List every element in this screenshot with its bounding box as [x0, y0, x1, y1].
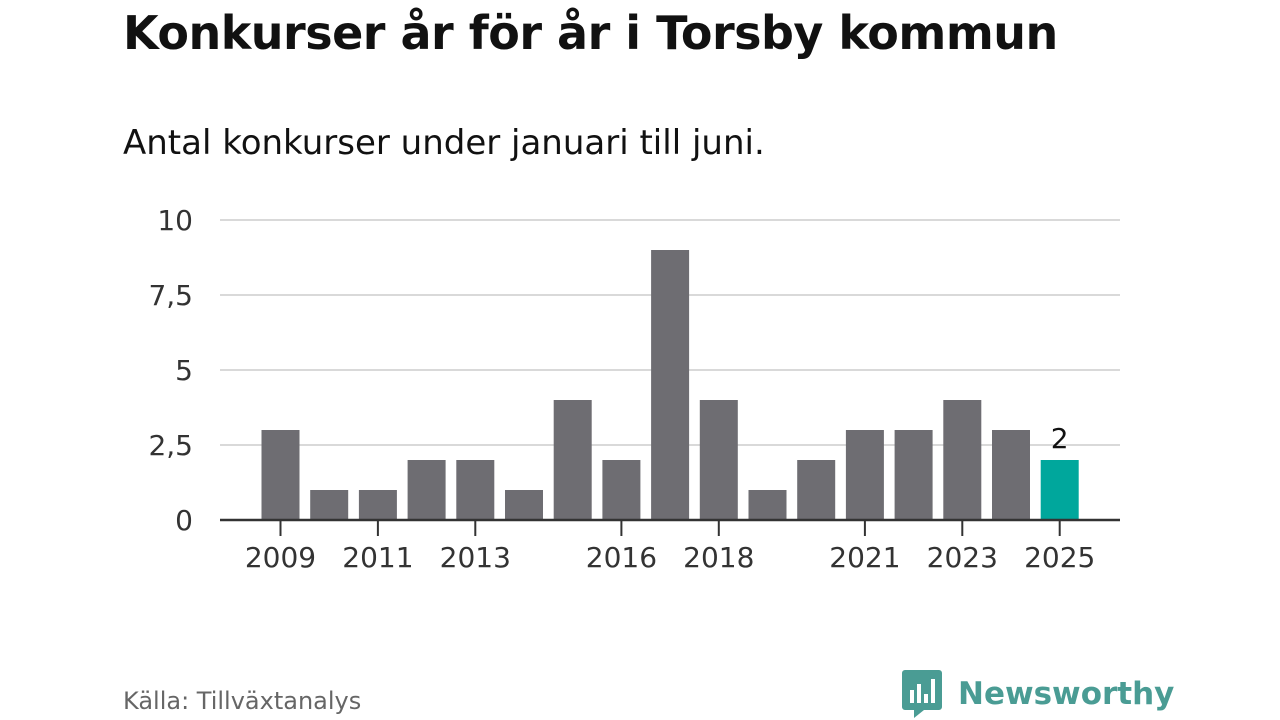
- bar-2019: [748, 490, 787, 520]
- bar-2024: [992, 430, 1030, 520]
- source-note: Källa: Tillväxtanalys: [123, 687, 362, 715]
- x-tick-label: 2023: [927, 541, 998, 574]
- bar-2020: [797, 460, 836, 520]
- bar-2010: [310, 490, 349, 520]
- x-tick-label: 2016: [586, 541, 657, 574]
- bar-2018: [699, 400, 738, 520]
- y-tick-label: 10: [157, 204, 193, 237]
- y-tick-label: 7,5: [148, 279, 193, 312]
- y-tick-label: 5: [175, 354, 193, 387]
- bar-2021: [845, 430, 884, 520]
- chart-title: Konkurser år för år i Torsby kommun: [123, 6, 1058, 60]
- bar-2009: [261, 430, 300, 520]
- bar-2016: [602, 460, 641, 520]
- x-tick-label: 2009: [245, 541, 316, 574]
- x-tick-label: 2018: [683, 541, 754, 574]
- x-tick-label: 2025: [1024, 541, 1095, 574]
- newsworthy-logo-icon: [902, 670, 942, 718]
- bar-2012: [407, 460, 446, 520]
- y-tick-label: 2,5: [148, 429, 193, 462]
- x-tick-label: 2011: [342, 541, 413, 574]
- brand-name: Newsworthy: [958, 676, 1175, 712]
- bar-2014: [505, 490, 543, 520]
- bar-2017: [651, 250, 690, 520]
- data-label: 2: [1051, 422, 1069, 455]
- bar-2011: [358, 490, 397, 520]
- x-tick-label: 2013: [440, 541, 511, 574]
- bar-2022: [894, 430, 933, 520]
- bar-2013: [456, 460, 495, 520]
- chart-subtitle: Antal konkurser under januari till juni.: [123, 123, 765, 163]
- bar-2023: [943, 400, 982, 520]
- x-tick-label: 2021: [829, 541, 900, 574]
- brand-logo: Newsworthy: [902, 670, 1174, 718]
- bar-2025: [1040, 460, 1079, 520]
- bar-2015: [553, 400, 592, 520]
- y-tick-label: 0: [175, 504, 193, 537]
